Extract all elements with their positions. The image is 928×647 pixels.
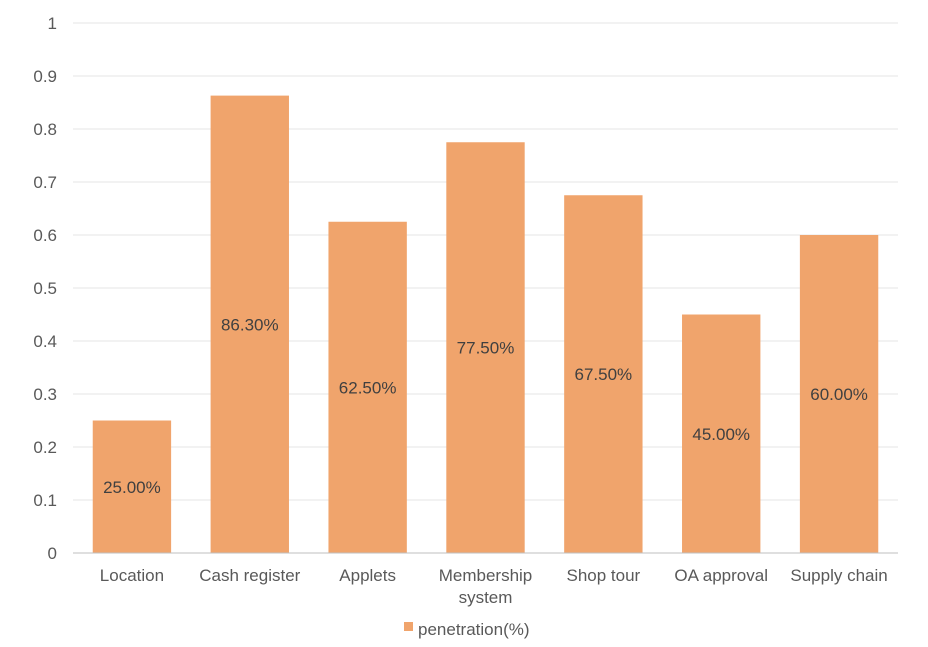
y-axis: 0 0.1 0.2 0.3 0.4 0.5 0.6 0.7 0.8 0.9 1 [33, 14, 57, 563]
x-category-label: Applets [339, 566, 396, 585]
bar [682, 314, 761, 553]
y-tick-label: 0 [48, 544, 57, 563]
y-tick-label: 0.4 [33, 332, 57, 351]
legend-label: penetration(%) [418, 620, 530, 639]
bar [799, 235, 879, 553]
bar [328, 221, 407, 553]
x-category-label: Supply chain [790, 566, 887, 585]
y-tick-label: 0.9 [33, 67, 57, 86]
x-category-label: system [459, 588, 513, 607]
bars: 25.00% 86.30% 62.50% 77.50% 67.50% 45.00% 60.0… [92, 95, 879, 554]
y-tick-label: 0.2 [33, 438, 57, 457]
bar [446, 142, 525, 553]
y-tick-label: 0.7 [33, 173, 57, 192]
data-label: 25.00% [103, 478, 161, 497]
data-label: 60.00% [810, 385, 868, 404]
y-tick-label: 0.1 [33, 491, 57, 510]
x-category-label: Cash register [199, 566, 300, 585]
x-category-label: Membership [439, 566, 533, 585]
data-label: 67.50% [575, 365, 633, 384]
data-label: 86.30% [221, 315, 279, 334]
y-tick-label: 0.3 [33, 385, 57, 404]
bar [92, 420, 172, 553]
data-label: 77.50% [457, 339, 515, 358]
y-tick-label: 0.8 [33, 120, 57, 139]
y-tick-label: 0.5 [33, 279, 57, 298]
data-label: 45.00% [692, 425, 750, 444]
x-category-label: OA approval [674, 566, 768, 585]
legend: penetration(%) [404, 620, 530, 639]
x-category-label: Location [100, 566, 164, 585]
y-tick-label: 0.6 [33, 226, 57, 245]
bar [210, 95, 289, 554]
data-label: 62.50% [339, 378, 397, 397]
bar [564, 195, 643, 553]
legend-swatch [404, 622, 413, 631]
x-category-label: Shop tour [566, 566, 640, 585]
y-tick-label: 1 [48, 14, 57, 33]
x-axis: Location Cash register Applets Membership sy… [73, 552, 898, 607]
